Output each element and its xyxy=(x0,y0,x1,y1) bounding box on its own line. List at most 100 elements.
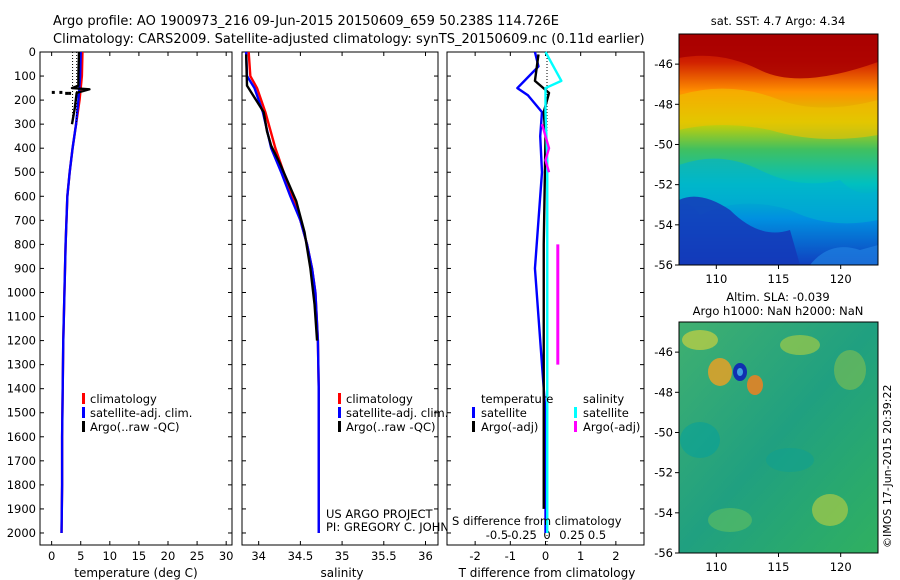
salinity-y-ticks xyxy=(242,51,438,534)
map-y-tick-label: -48 xyxy=(654,385,673,399)
depth-tick-label: 1500 xyxy=(7,406,36,420)
legend-swatch-sal-argo xyxy=(574,421,577,432)
sla-eddy xyxy=(780,335,820,355)
depth-tick-label: 900 xyxy=(14,261,36,275)
temperature-xlabel: temperature (deg C) xyxy=(74,566,197,580)
sla-x-axis: 110 115 120 xyxy=(705,553,852,574)
salinity-x-axis: 34 34.5 35 35.5 36 xyxy=(251,52,433,563)
depth-tick-label: 1300 xyxy=(7,358,36,372)
sla-eddy xyxy=(708,508,752,532)
legend-label-temp-satellite: satellite xyxy=(481,406,527,420)
depth-tick-label: 100 xyxy=(14,69,36,83)
difference-x-axis: -2 -1 0 1 2 -0.5-0.25 0 0.25 0.5 xyxy=(469,52,620,563)
sst-cold-patch xyxy=(810,245,878,265)
sla-map-title-2: Argo h1000: NaN h2000: NaN xyxy=(693,304,864,318)
x-tick-label: -1 xyxy=(505,549,516,563)
x-tick-label: 15 xyxy=(132,549,147,563)
imos-stamp: ©IMOS 17-Jun-2015 20:39:22 xyxy=(881,384,894,548)
map-x-tick-label: 120 xyxy=(830,272,852,286)
legend-label-climatology: climatology xyxy=(90,392,157,406)
legend-label-temp-argo: Argo(-adj) xyxy=(481,420,538,434)
legend-label-argo: Argo(..raw -QC) xyxy=(90,420,180,434)
legend-label-satellite: satellite-adj. clim. xyxy=(90,406,192,420)
sst-map-title: sat. SST: 4.7 Argo: 4.34 xyxy=(711,14,846,28)
series-line-temperature-satellite xyxy=(516,51,547,533)
depth-tick-label: 2000 xyxy=(7,526,36,540)
credit-project: US ARGO PROJECT xyxy=(326,507,434,521)
title-line-2: Climatology: CARS2009. Satellite-adjuste… xyxy=(53,32,645,47)
legend-swatch-temp-argo xyxy=(472,421,475,432)
map-x-tick-label: 110 xyxy=(705,272,727,286)
legend-swatch-sal-satellite xyxy=(574,407,577,418)
depth-tick-label: 800 xyxy=(14,237,36,251)
sla-eddy xyxy=(747,375,763,395)
difference-y-ticks xyxy=(447,51,644,534)
map-x-tick-label: 115 xyxy=(768,272,790,286)
map-y-tick-label: -46 xyxy=(654,345,673,359)
sst-mid-band xyxy=(679,88,878,139)
s-diff-tick-label: 0 xyxy=(543,528,550,542)
x-tick-label: 35.5 xyxy=(371,549,397,563)
legend-swatch-argo xyxy=(338,421,341,432)
sla-map-panel: Altim. SLA: -0.039 Argo h1000: NaN h2000… xyxy=(654,290,894,574)
sst-cool-band xyxy=(679,158,878,224)
map-x-tick-label: 115 xyxy=(768,560,790,574)
title-line-1: Argo profile: AO 1900973_216 09-Jun-2015… xyxy=(53,14,559,29)
sla-eddy xyxy=(834,350,866,390)
salinity-series xyxy=(244,51,320,533)
map-y-tick-label: -52 xyxy=(654,178,673,192)
x-tick-label: 34 xyxy=(251,549,266,563)
legend-label-satellite: satellite-adj. clim. xyxy=(346,406,448,420)
x-tick-label: 10 xyxy=(102,549,117,563)
sst-warm-region xyxy=(679,34,878,79)
depth-tick-label: 700 xyxy=(14,213,36,227)
temperature-panel: 0100200300400500600700800900100011001200… xyxy=(7,45,234,580)
legend-swatch-argo xyxy=(82,421,85,432)
temperature-series xyxy=(51,51,91,533)
sst-cold-region xyxy=(679,196,800,265)
series-line-salinity-satellite xyxy=(544,51,563,533)
x-tick-label: 5 xyxy=(77,549,84,563)
depth-tick-label: 1400 xyxy=(7,382,36,396)
x-tick-label: 2 xyxy=(612,549,619,563)
x-tick-label: 20 xyxy=(161,549,176,563)
sla-eddy xyxy=(737,368,743,376)
difference-panel: -2 -1 0 1 2 -0.5-0.25 0 0.25 0.5 T difference fr… xyxy=(446,51,645,580)
legend-temperature-header: temperature xyxy=(481,392,553,406)
depth-tick-label: 500 xyxy=(14,165,36,179)
sla-eddy xyxy=(682,330,718,350)
map-y-tick-label: -48 xyxy=(654,97,673,111)
x-tick-label: 34.5 xyxy=(288,549,314,563)
depth-tick-label: 200 xyxy=(14,93,36,107)
legend-swatch-climatology xyxy=(82,393,85,404)
legend-label-sal-argo: Argo(-adj) xyxy=(583,420,640,434)
x-tick-label: 0 xyxy=(48,549,55,563)
x-tick-label: 1 xyxy=(577,549,584,563)
x-tick-label: 0 xyxy=(542,549,549,563)
legend-label-climatology: climatology xyxy=(346,392,413,406)
s-diff-tick-label: 0.5 xyxy=(588,528,606,542)
series-line-salinity-argo-adj- xyxy=(540,123,551,173)
t-difference-xlabel: T difference from climatology xyxy=(458,566,636,580)
legend-swatch-satellite xyxy=(338,407,341,418)
sla-eddy xyxy=(812,494,848,526)
salinity-axes-frame xyxy=(241,51,439,546)
legend-salinity-header: salinity xyxy=(583,392,624,406)
depth-tick-label: 300 xyxy=(14,117,36,131)
series-line-satellite-adj-clim- xyxy=(60,51,82,533)
depth-tick-label: 1600 xyxy=(7,430,36,444)
depth-tick-label: 600 xyxy=(14,189,36,203)
argo-qc-point xyxy=(51,90,55,94)
map-y-tick-label: -46 xyxy=(654,57,673,71)
sla-eddy xyxy=(680,422,720,458)
sla-y-axis: -46 -48 -50 -52 -54 -56 xyxy=(654,345,679,560)
salinity-xlabel: salinity xyxy=(320,566,363,580)
depth-tick-label: 1200 xyxy=(7,334,36,348)
argo-qc-point xyxy=(65,91,69,95)
sla-map-title-1: Altim. SLA: -0.039 xyxy=(726,290,830,304)
map-y-tick-label: -56 xyxy=(654,546,673,560)
sst-y-axis: -46 -48 -50 -52 -54 -56 xyxy=(654,57,679,272)
legend-swatch-satellite xyxy=(82,407,85,418)
depth-axis: 0 100 200 300 400 500 600 700 800 900 1000 1100 1200… xyxy=(7,45,232,540)
